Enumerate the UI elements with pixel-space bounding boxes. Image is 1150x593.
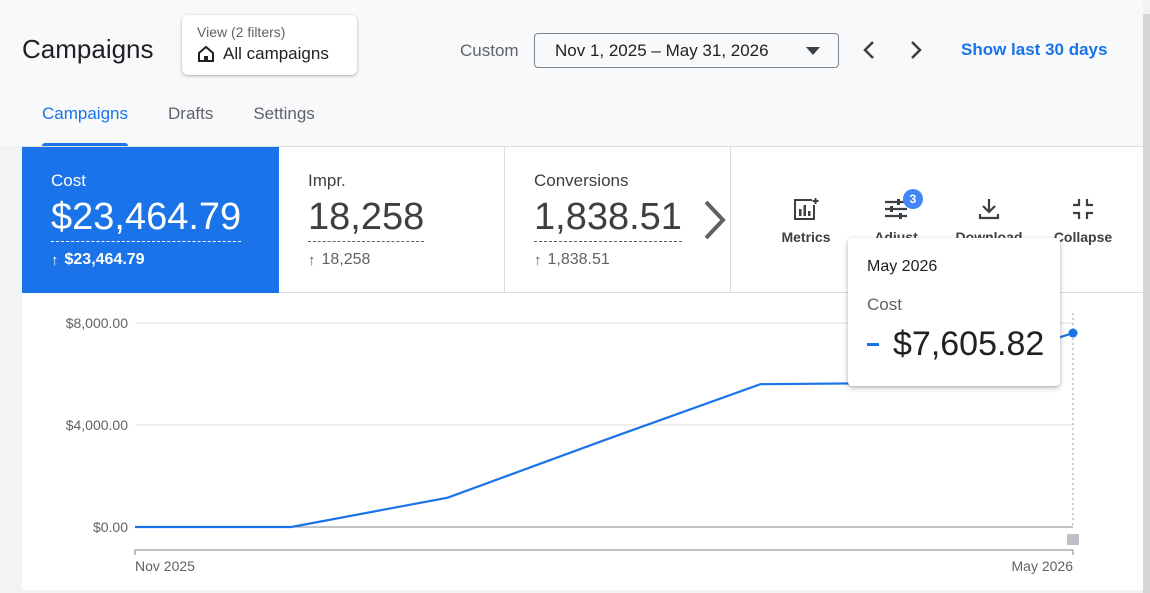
metric-delta: ↑ $23,464.79 xyxy=(51,251,145,269)
metric-delta: ↑ 18,258 xyxy=(308,251,370,269)
tab-drafts[interactable]: Drafts xyxy=(168,104,214,123)
chevron-right-icon[interactable] xyxy=(699,199,729,241)
metric-delta-value: $23,464.79 xyxy=(64,251,145,268)
view-selector-button[interactable]: View (2 filters) All campaigns xyxy=(182,15,357,75)
y-tick-label: $8,000.00 xyxy=(66,315,128,331)
page-scrollbar[interactable] xyxy=(1143,14,1150,593)
collapse-icon xyxy=(1073,199,1093,219)
tab-settings[interactable]: Settings xyxy=(253,104,315,123)
chevron-left-icon xyxy=(863,41,874,59)
y-tick-label: $4,000.00 xyxy=(66,417,128,433)
adjust-badge: 3 xyxy=(903,189,923,209)
tab-campaigns[interactable]: Campaigns xyxy=(22,104,148,146)
tab-bar: Campaigns Drafts Settings xyxy=(22,104,335,146)
metrics-row: Cost $23,464.79 ↑ $23,464.79 Impr. 18,25… xyxy=(22,147,1143,293)
metrics-button[interactable]: Metrics xyxy=(771,197,841,245)
date-range-value: Nov 1, 2025 – May 31, 2026 xyxy=(555,40,769,60)
metric-delta-value: 18,258 xyxy=(321,251,371,268)
home-icon xyxy=(198,45,214,62)
page-title: Campaigns xyxy=(22,34,154,64)
previous-period-button[interactable] xyxy=(855,36,883,64)
metric-label: Conversions xyxy=(534,171,629,190)
arrow-up-icon: ↑ xyxy=(51,251,59,269)
collapse-button[interactable]: Collapse xyxy=(1048,197,1118,245)
chart-tooltip: May 2026 Cost $7,605.82 xyxy=(848,238,1060,386)
view-label: All campaigns xyxy=(223,44,329,63)
arrow-up-icon: ↑ xyxy=(308,251,316,269)
range-label: Custom xyxy=(460,41,519,60)
download-icon xyxy=(978,199,1000,220)
metric-value: $23,464.79 xyxy=(51,195,242,242)
metric-card-cost[interactable]: Cost $23,464.79 ↑ $23,464.79 xyxy=(22,147,279,293)
next-period-button[interactable] xyxy=(902,36,930,64)
metric-delta-value: 1,838.51 xyxy=(547,251,610,268)
header-bar: Campaigns View (2 filters) All campaigns… xyxy=(0,0,1143,146)
tooltip-metric-label: Cost xyxy=(867,295,902,314)
x-tick-label: May 2026 xyxy=(1012,558,1074,574)
chevron-right-icon xyxy=(911,41,922,59)
tooltip-date: May 2026 xyxy=(867,258,938,275)
metrics-icon xyxy=(794,197,819,220)
scrollbar-track-top xyxy=(1143,0,1150,14)
collapse-button-label: Collapse xyxy=(1053,229,1113,245)
y-tick-label: $0.00 xyxy=(93,519,128,535)
metric-label: Cost xyxy=(51,171,86,190)
x-tick-label: Nov 2025 xyxy=(135,558,195,574)
metric-value: 1,838.51 xyxy=(534,195,682,242)
date-range-select[interactable]: Nov 1, 2025 – May 31, 2026 xyxy=(534,33,839,68)
series-swatch xyxy=(867,343,879,346)
view-filter-count: View (2 filters) xyxy=(197,24,286,40)
show-last-30-days-link[interactable]: Show last 30 days xyxy=(961,40,1108,59)
tooltip-value: $7,605.82 xyxy=(893,325,1045,363)
caret-down-icon xyxy=(806,47,820,55)
range-handle xyxy=(1067,534,1079,545)
arrow-up-icon: ↑ xyxy=(534,251,542,269)
metric-card-conversions[interactable]: Conversions 1,838.51 ↑ 1,838.51 xyxy=(505,147,731,293)
data-point xyxy=(1068,328,1078,338)
metric-card-impressions[interactable]: Impr. 18,258 ↑ 18,258 xyxy=(279,147,505,293)
metric-delta: ↑ 1,838.51 xyxy=(534,251,610,269)
metric-label: Impr. xyxy=(308,171,346,190)
tooltip-value-row: $7,605.82 xyxy=(867,325,1060,364)
metric-value: 18,258 xyxy=(308,195,425,242)
metrics-button-label: Metrics xyxy=(781,229,831,245)
